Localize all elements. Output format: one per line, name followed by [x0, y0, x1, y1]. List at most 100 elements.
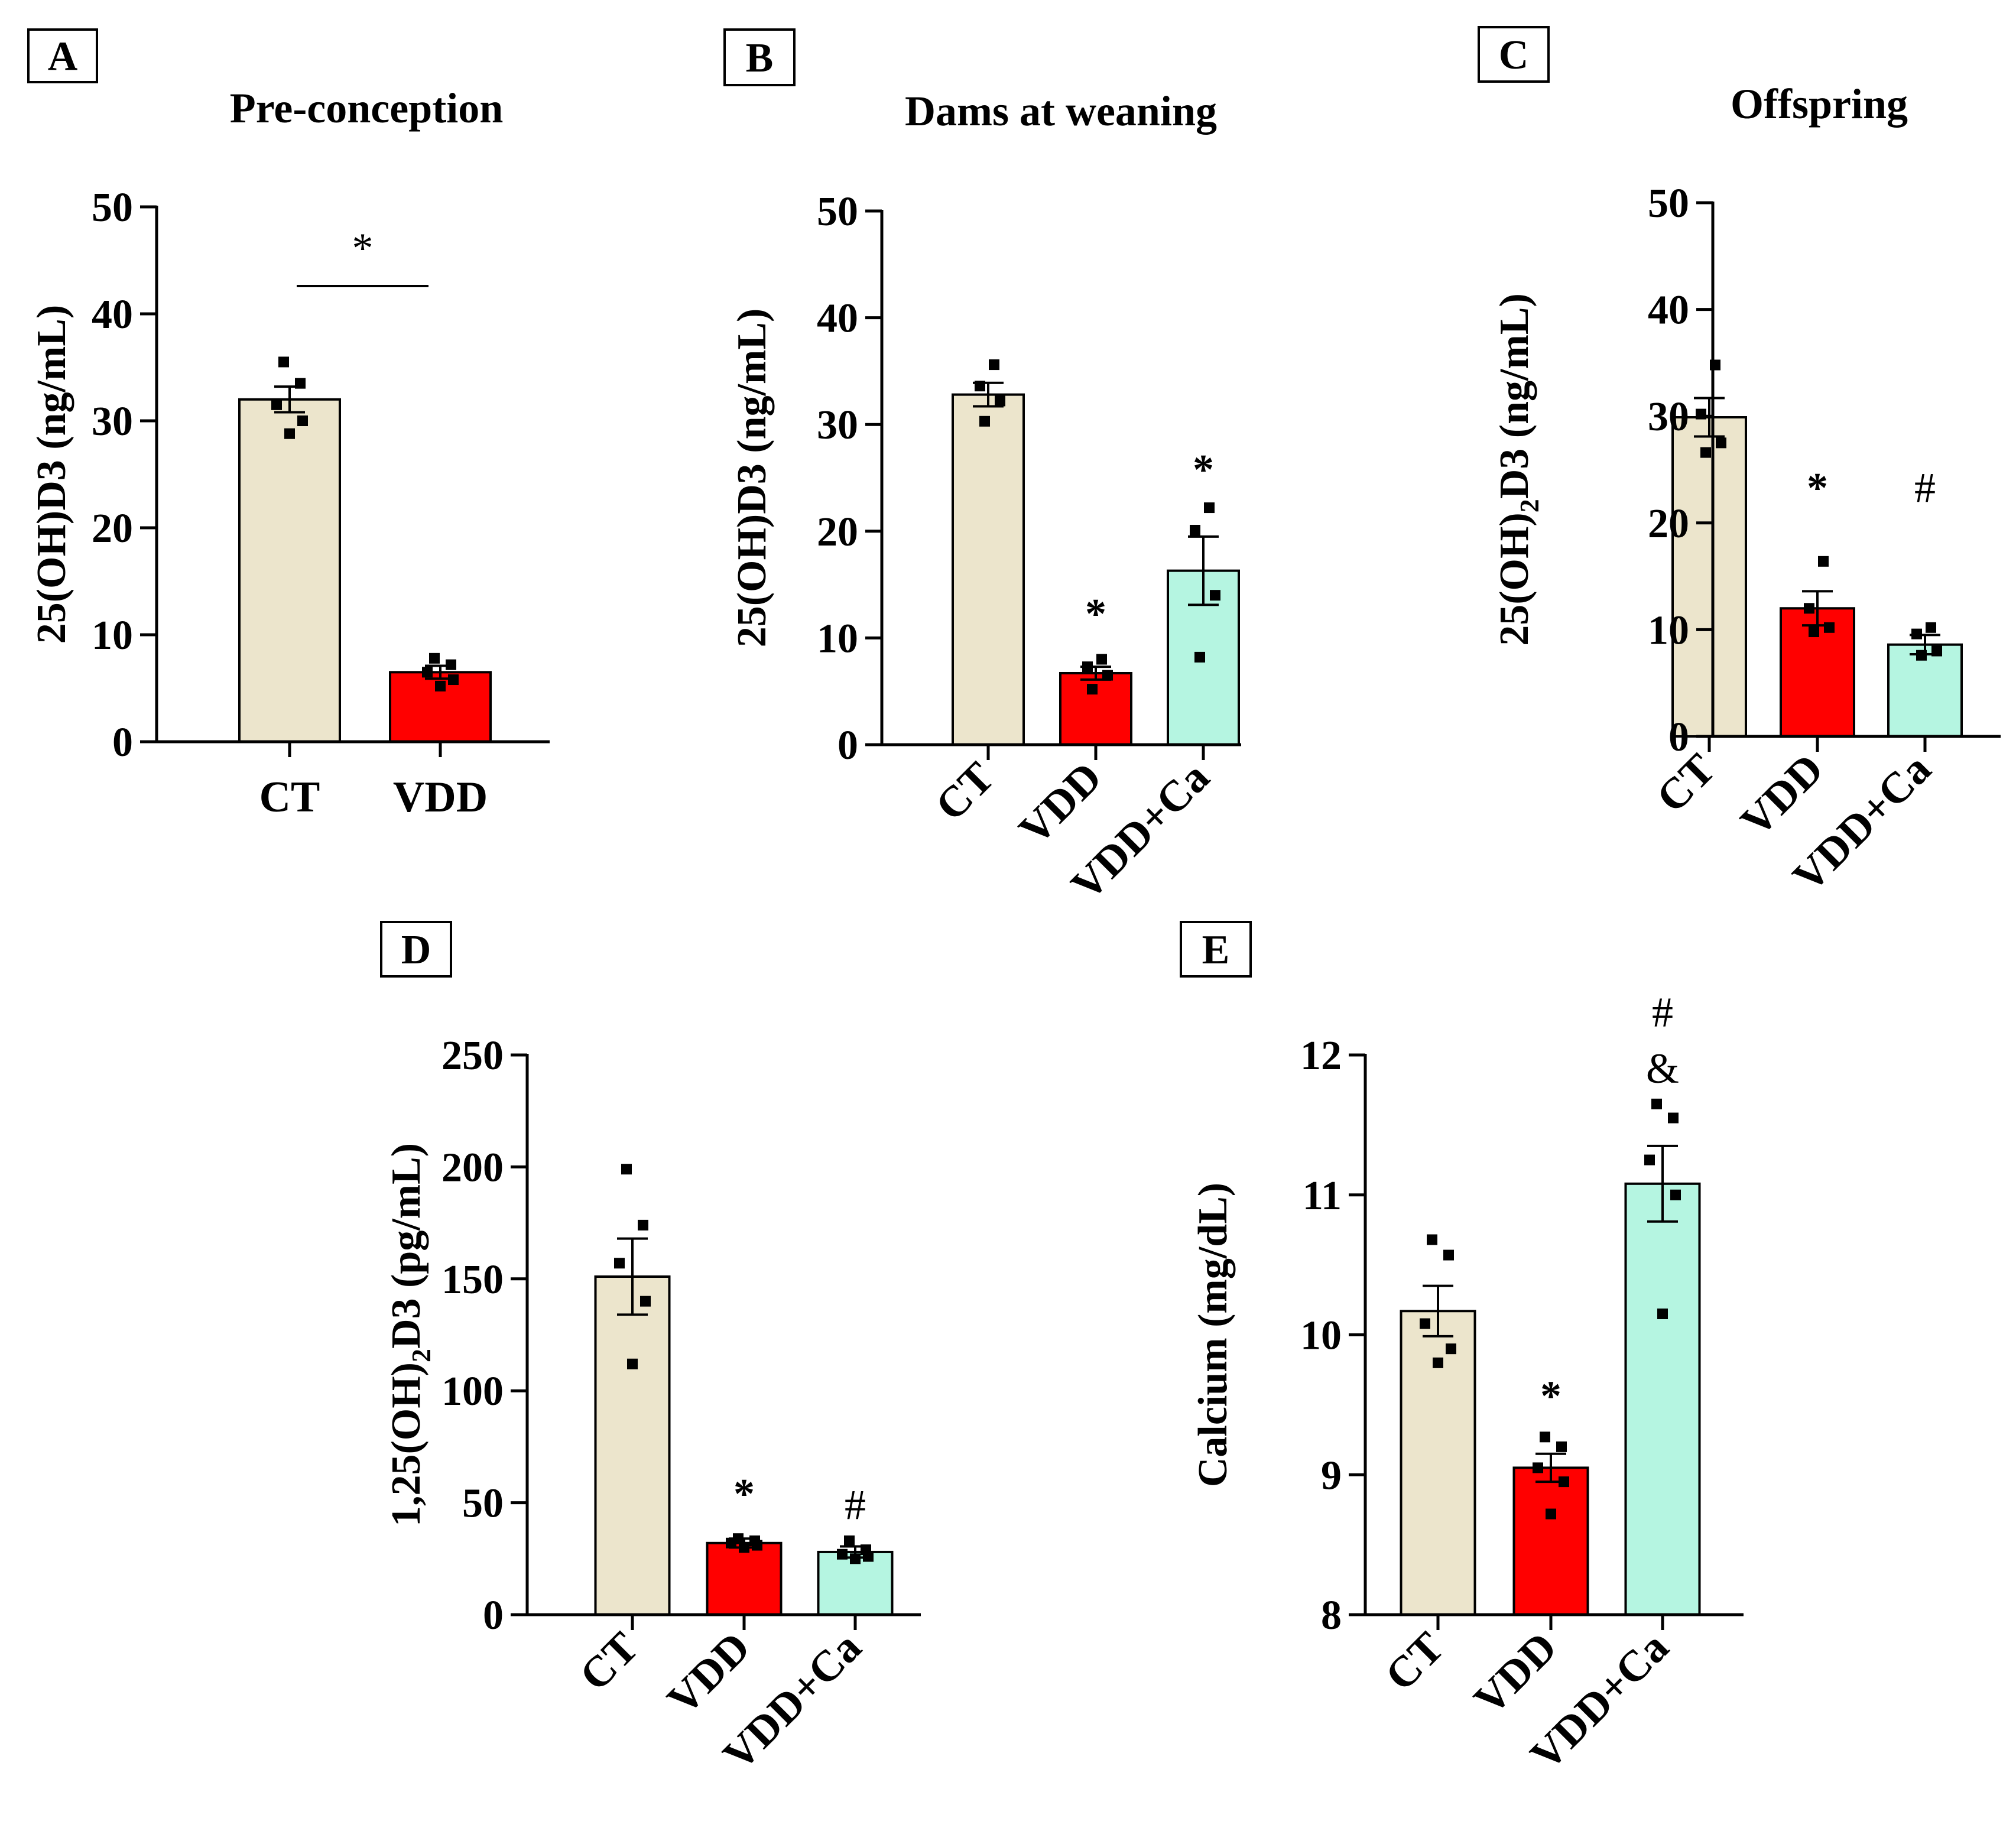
significance-mark: *	[352, 225, 374, 272]
data-point	[448, 674, 459, 686]
y-tick-label: 50	[817, 189, 858, 235]
panel-label: B	[746, 35, 774, 81]
bar-ct	[594, 1275, 671, 1616]
panel-label-box	[380, 921, 452, 978]
y-tick-label: 10	[1648, 608, 1689, 653]
data-point	[752, 1540, 762, 1551]
x-tick-label: CT	[259, 773, 320, 822]
y-tick-label: 50	[92, 185, 133, 230]
y-tick-label: 250	[441, 1033, 504, 1079]
y-axis-label: 25(OH)D3 (ng/mL)	[29, 305, 74, 644]
y-axis-label: 25(OH)2D3 (ng/mL)	[1492, 293, 1544, 646]
data-point	[1657, 1308, 1668, 1319]
y-tick-label: 20	[92, 506, 133, 551]
x-tick-label: VDD	[393, 773, 488, 822]
data-point	[975, 381, 985, 392]
data-point	[429, 652, 440, 664]
panel-label-box	[1180, 921, 1252, 978]
panel-label: D	[401, 927, 431, 973]
data-point	[1926, 622, 1936, 633]
data-point	[1194, 651, 1205, 663]
y-tick-label: 0	[1668, 715, 1689, 760]
significance-mark: *	[733, 1470, 755, 1518]
data-point	[1082, 661, 1093, 673]
data-point	[1700, 447, 1711, 458]
bar-ct	[1400, 1310, 1476, 1616]
data-point	[1916, 650, 1927, 661]
y-tick-label: 0	[837, 723, 858, 768]
data-point	[295, 378, 306, 389]
x-tick-label: VDD	[1465, 1623, 1566, 1724]
data-point	[1824, 622, 1835, 633]
significance-mark: *	[1085, 590, 1106, 637]
bar-ct	[952, 393, 1025, 746]
panel-label: C	[1499, 33, 1529, 78]
y-tick-label: 20	[1648, 501, 1689, 547]
data-point	[435, 680, 446, 692]
significance-mark: *	[1193, 446, 1214, 493]
y-tick-label: 50	[1648, 181, 1689, 226]
data-point	[1433, 1357, 1443, 1368]
data-point	[1651, 1098, 1662, 1109]
data-point	[837, 1548, 848, 1560]
data-point	[446, 659, 456, 670]
data-point	[1204, 502, 1215, 514]
y-tick-label: 40	[817, 296, 858, 342]
y-tick-label: 12	[1300, 1033, 1342, 1079]
significance-mark: *	[1540, 1372, 1561, 1420]
data-point	[1190, 524, 1200, 535]
panel-label: E	[1202, 927, 1230, 973]
data-point	[1809, 626, 1819, 638]
data-point	[850, 1553, 861, 1564]
bar-ct	[238, 398, 341, 743]
bar-ct	[1671, 416, 1747, 738]
data-point	[1559, 1476, 1569, 1488]
significance-mark: #	[1652, 989, 1673, 1036]
y-axis-label: 1,25(OH)2D3 (pg/mL)	[384, 1143, 436, 1527]
data-point	[844, 1535, 855, 1546]
data-point	[1818, 556, 1829, 567]
significance-mark: *	[1807, 465, 1828, 512]
y-tick-label: 30	[1648, 394, 1689, 440]
data-point	[1716, 437, 1726, 449]
data-point	[995, 395, 1005, 407]
y-axis-label: 25(OH)D3 (ng/mL)	[729, 309, 775, 648]
y-tick-label: 10	[1300, 1313, 1342, 1359]
y-tick-label: 10	[817, 616, 858, 661]
bar-vdd	[706, 1541, 783, 1616]
data-point	[278, 356, 289, 368]
y-tick-label: 20	[817, 509, 858, 555]
data-point	[979, 415, 990, 427]
panel-title: Dams at weaning	[905, 87, 1217, 135]
x-tick-label: VDD	[1010, 753, 1111, 854]
data-point	[1546, 1508, 1556, 1520]
data-point	[627, 1358, 638, 1369]
data-point	[739, 1542, 749, 1553]
y-tick-label: 30	[92, 399, 133, 444]
x-tick-label: CT	[926, 753, 1004, 830]
data-point	[1696, 408, 1706, 420]
data-point	[989, 359, 999, 371]
data-point	[638, 1219, 648, 1231]
data-point	[1427, 1234, 1437, 1245]
panel-a: A Pre-conception 0 10 20 30 40 50 CT VDD 25(OH)D3 …	[27, 28, 550, 822]
data-point	[1668, 1112, 1679, 1124]
y-tick-label: 100	[441, 1369, 504, 1414]
data-point	[284, 428, 295, 439]
significance-mark: #	[1914, 465, 1936, 512]
y-tick-label: 150	[441, 1257, 504, 1303]
panel-label: A	[48, 34, 78, 80]
data-point	[297, 415, 308, 426]
y-tick-label: 9	[1321, 1453, 1342, 1498]
data-point	[1420, 1318, 1430, 1329]
panel-label-box	[723, 28, 796, 86]
data-point	[1087, 684, 1098, 695]
y-tick-label: 40	[92, 292, 133, 337]
data-point	[1931, 645, 1942, 657]
data-point	[1210, 590, 1220, 601]
data-point	[1102, 670, 1113, 681]
data-point	[1670, 1189, 1681, 1200]
panel-title: Offspring	[1731, 80, 1908, 128]
